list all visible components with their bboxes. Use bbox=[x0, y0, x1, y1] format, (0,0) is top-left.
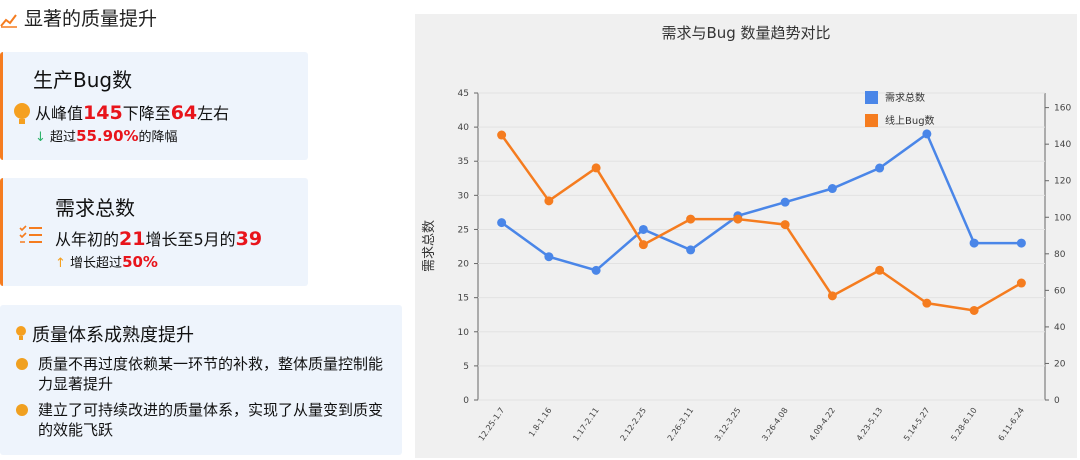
y2-tick-label: 80 bbox=[1054, 250, 1066, 260]
highlight: 50% bbox=[122, 253, 158, 271]
chart-title: 需求与Bug 数量趋势对比 bbox=[661, 24, 830, 42]
y-tick-label: 40 bbox=[458, 123, 470, 133]
text: 从年初的 bbox=[55, 230, 120, 249]
legend-label: 线上Bug数 bbox=[885, 114, 935, 127]
data-point bbox=[780, 220, 790, 230]
data-point bbox=[969, 305, 979, 315]
highlight: 145 bbox=[83, 102, 123, 124]
y-tick-label: 35 bbox=[458, 157, 469, 167]
maturity-item: 建立了可持续改进的质量体系，实现了从量变到质变的效能飞跃 bbox=[38, 401, 384, 439]
highlight: 21 bbox=[119, 228, 146, 250]
data-point bbox=[922, 129, 932, 139]
data-point bbox=[922, 298, 932, 308]
card: 生产Bug数 从峰值145下降至64左右 ↓ 超过55.90%的降幅 bbox=[0, 52, 308, 160]
y2-tick-label: 100 bbox=[1054, 213, 1071, 223]
up-arrow: ↑ bbox=[55, 256, 66, 271]
legend-swatch bbox=[865, 91, 878, 104]
maturity-title: 质量体系成熟度提升 bbox=[32, 325, 194, 346]
data-point bbox=[544, 196, 554, 206]
header: 显著的质量提升 bbox=[0, 4, 157, 31]
data-point bbox=[686, 245, 696, 255]
y-tick-label: 5 bbox=[463, 362, 469, 372]
text: 的降幅 bbox=[138, 130, 178, 145]
text: 超过 bbox=[50, 130, 77, 145]
text: 增长超过 bbox=[70, 256, 123, 271]
maturity-item: 质量不再过度依赖某一环节的补救，整体质量控制能力显著提升 bbox=[38, 355, 384, 393]
bullet bbox=[16, 358, 28, 370]
maturity-card: 质量体系成熟度提升 质量不再过度依赖某一环节的补救，整体质量控制能力显著提升 建… bbox=[0, 305, 402, 455]
data-point bbox=[638, 240, 648, 250]
data-point bbox=[1016, 238, 1026, 248]
header-title: 显著的质量提升 bbox=[24, 8, 158, 30]
y-axis-label: 需求总数 bbox=[422, 220, 437, 272]
y-tick-label: 30 bbox=[458, 191, 470, 201]
y2-tick-label: 60 bbox=[1054, 286, 1066, 296]
y-tick-label: 20 bbox=[458, 260, 470, 270]
y2-tick-label: 140 bbox=[1054, 140, 1071, 150]
text: 从峰值 bbox=[35, 104, 84, 123]
highlight: 64 bbox=[170, 102, 198, 124]
data-point bbox=[638, 224, 648, 234]
bullet bbox=[16, 404, 28, 416]
y-tick-label: 45 bbox=[458, 89, 469, 99]
data-point bbox=[875, 163, 885, 173]
y-tick-label: 0 bbox=[463, 396, 469, 406]
card-line: ↓ 超过55.90%的降幅 bbox=[35, 126, 178, 145]
card-line: 从峰值145下降至64左右 bbox=[35, 100, 229, 124]
data-point bbox=[591, 265, 601, 275]
card-title: 生产Bug数 bbox=[33, 68, 133, 92]
text: 下降至 bbox=[122, 104, 171, 123]
y-tick-label: 10 bbox=[458, 328, 470, 338]
card-line: 从年初的21增长至5月的39 bbox=[55, 226, 262, 250]
bulb-icon bbox=[16, 326, 26, 340]
down-arrow: ↓ bbox=[35, 130, 46, 145]
data-point bbox=[875, 265, 885, 275]
data-point bbox=[827, 291, 837, 301]
data-point bbox=[544, 252, 554, 262]
y-tick-label: 15 bbox=[458, 294, 469, 304]
card-title: 需求总数 bbox=[55, 196, 135, 220]
data-point bbox=[1016, 278, 1026, 288]
series-line bbox=[500, 132, 1022, 272]
chart-background bbox=[415, 14, 1077, 458]
trend-icon bbox=[0, 14, 17, 28]
y2-tick-label: 20 bbox=[1054, 359, 1066, 369]
legend-swatch bbox=[865, 114, 878, 127]
data-point bbox=[733, 214, 743, 224]
y2-tick-label: 120 bbox=[1054, 177, 1071, 187]
highlight: 39 bbox=[235, 228, 263, 250]
card-line: ↑ 增长超过50% bbox=[55, 252, 158, 271]
legend-label: 需求总数 bbox=[885, 91, 925, 104]
text: 增长至5月的 bbox=[145, 230, 236, 249]
data-point bbox=[686, 214, 696, 224]
data-point bbox=[497, 218, 507, 228]
y-tick-label: 25 bbox=[458, 225, 469, 235]
y2-tick-label: 160 bbox=[1054, 104, 1071, 114]
data-point bbox=[591, 163, 601, 173]
y2-tick-label: 40 bbox=[1054, 323, 1066, 333]
text: 左右 bbox=[197, 104, 230, 123]
data-point bbox=[969, 238, 979, 248]
bulb-icon bbox=[14, 103, 30, 124]
list-icon bbox=[19, 225, 42, 243]
card: 需求总数 从年初的21增长至5月的39 ↑ 增长超过50% bbox=[0, 178, 308, 286]
y2-tick-label: 0 bbox=[1054, 396, 1060, 406]
highlight: 55.90% bbox=[76, 127, 139, 145]
data-point bbox=[497, 130, 507, 140]
data-point bbox=[827, 184, 837, 194]
data-point bbox=[780, 197, 790, 207]
chart: 需求与Bug 数量趋势对比 需求总数 0 5 10 15 20 25 30 35 40 45 0 20… bbox=[415, 14, 1077, 458]
series-line bbox=[500, 134, 1023, 312]
